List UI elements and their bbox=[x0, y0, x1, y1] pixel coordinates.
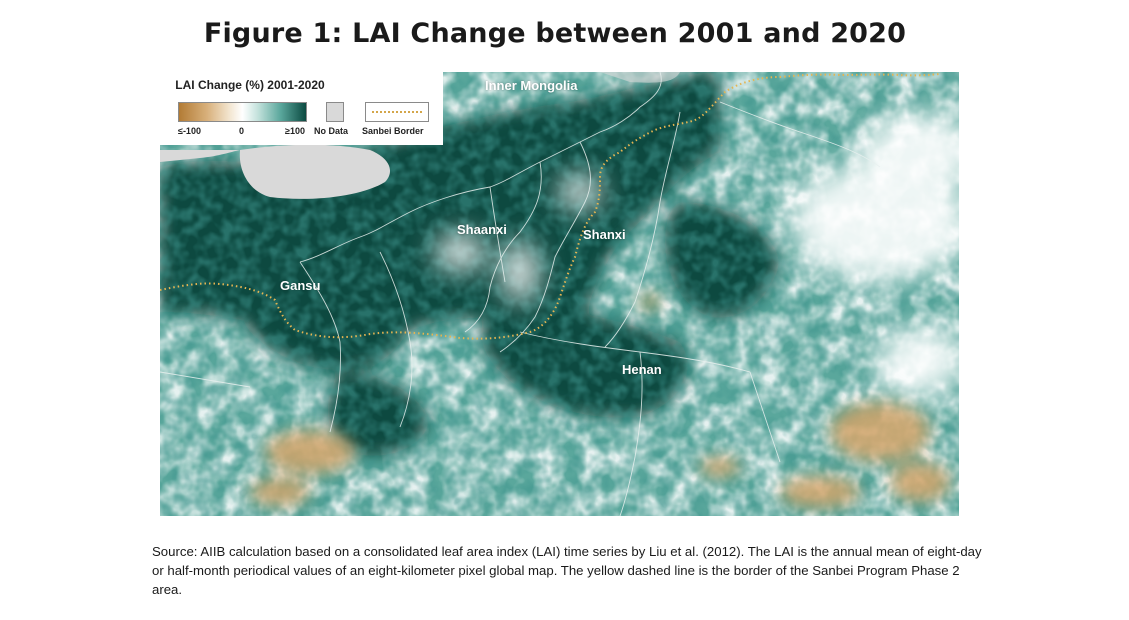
legend-nodata-swatch bbox=[326, 102, 344, 122]
legend-mid-label: 0 bbox=[239, 126, 245, 136]
legend-border-label: Sanbei Border bbox=[362, 126, 424, 136]
region-label-shanxi: Shanxi bbox=[583, 227, 626, 242]
legend-nodata-label: No Data bbox=[314, 126, 349, 136]
neutral-zones bbox=[435, 112, 959, 397]
legend-color-scale bbox=[178, 102, 307, 122]
legend-max-label: ≥100 bbox=[285, 126, 305, 136]
figure-title: Figure 1: LAI Change between 2001 and 20… bbox=[203, 18, 907, 49]
map-legend: LAI Change (%) 2001-2020 ≤-100 0 ≥100 No… bbox=[160, 72, 443, 145]
province-borders bbox=[160, 72, 881, 516]
lai-change-map: Inner Mongolia Shaanxi Shanxi Gansu Hena… bbox=[160, 72, 959, 516]
sanbei-border bbox=[160, 73, 941, 340]
legend-min-label: ≤-100 bbox=[178, 126, 201, 136]
legend-border-line bbox=[372, 111, 422, 113]
legend-border-swatch bbox=[365, 102, 429, 122]
region-label-henan: Henan bbox=[622, 362, 662, 377]
source-note: Source: AIIB calculation based on a cons… bbox=[152, 544, 982, 597]
region-label-gansu: Gansu bbox=[280, 278, 321, 293]
decrease-zones bbox=[250, 294, 950, 508]
region-label-inner-mongolia: Inner Mongolia bbox=[485, 78, 578, 93]
no-data-area bbox=[239, 144, 390, 199]
region-label-shaanxi: Shaanxi bbox=[457, 222, 507, 237]
legend-title: LAI Change (%) 2001-2020 bbox=[175, 78, 325, 92]
